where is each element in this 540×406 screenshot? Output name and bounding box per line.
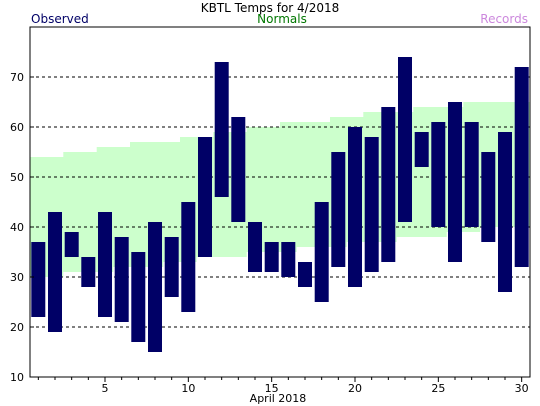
y-tick-label: 10: [10, 371, 24, 384]
observed-bar: [448, 102, 462, 262]
y-tick-label: 60: [10, 121, 24, 134]
y-tick-label: 40: [10, 221, 24, 234]
observed-bar: [298, 262, 312, 287]
x-tick-label: 30: [515, 382, 529, 395]
observed-bar: [464, 122, 479, 227]
x-tick-label: 20: [348, 382, 362, 395]
legend-normals: Normals: [257, 12, 307, 26]
x-tick-label: 15: [265, 382, 279, 395]
observed-bar: [214, 62, 229, 197]
observed-bar: [398, 57, 412, 222]
observed-bar: [31, 242, 46, 317]
observed-bar: [281, 242, 296, 277]
observed-bar: [48, 212, 62, 332]
observed-bar: [148, 222, 162, 352]
x-tick-label: 10: [181, 382, 195, 395]
observed-bar: [98, 212, 112, 317]
plot-area: 10 20 30 40 50 60 70 5 10 15 20 25 30: [10, 26, 531, 395]
chart-title: KBTL Temps for 4/2018: [201, 1, 340, 15]
observed-bar: [314, 202, 329, 302]
observed-bar: [431, 122, 446, 227]
x-tick-label: 5: [102, 382, 109, 395]
y-tick-label: 30: [10, 271, 24, 284]
observed-bar: [181, 202, 196, 312]
observed-bar: [514, 67, 529, 267]
observed-bar: [164, 237, 179, 297]
observed-bar: [481, 152, 496, 242]
y-tick-label: 70: [10, 71, 24, 84]
legend-observed: Observed: [31, 12, 89, 26]
observed-bar: [231, 117, 246, 222]
plot-frame: [29, 26, 531, 378]
observed-bar: [348, 127, 362, 287]
observed-bar: [64, 232, 79, 257]
observed-bar: [114, 237, 129, 322]
observed-bar: [264, 242, 279, 272]
observed-bar: [331, 152, 346, 267]
observed-bar: [131, 252, 146, 342]
observed-bar: [498, 132, 512, 292]
y-tick-label: 20: [10, 321, 24, 334]
observed-bar: [414, 132, 429, 167]
observed-bar: [81, 257, 96, 287]
y-tick-label: 50: [10, 171, 24, 184]
observed-bar: [381, 107, 396, 262]
observed-bar: [248, 222, 262, 272]
legend-records: Records: [480, 12, 528, 26]
x-tick-label: 25: [431, 382, 445, 395]
x-axis-label: April 2018: [250, 392, 307, 405]
observed-bar: [198, 137, 212, 257]
observed-bar: [364, 137, 379, 272]
